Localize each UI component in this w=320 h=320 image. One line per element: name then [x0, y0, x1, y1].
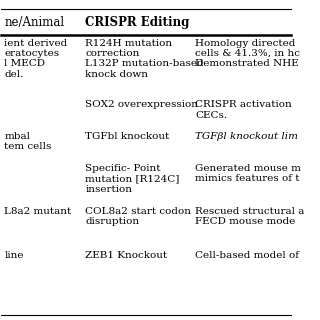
- Text: R124H mutation
correction
L132P mutation-based
knock down: R124H mutation correction L132P mutation…: [85, 38, 204, 79]
- Text: Homology directed
cells & 41.3%, in hc
Demonstrated NHE: Homology directed cells & 41.3%, in hc D…: [196, 38, 300, 68]
- Text: TGFbl knockout: TGFbl knockout: [85, 132, 170, 141]
- Text: TGFβl knockout lim: TGFβl knockout lim: [196, 132, 299, 141]
- Text: SOX2 overexpression: SOX2 overexpression: [85, 100, 198, 109]
- Text: Specific- Point
mutation [R124C]
insertion: Specific- Point mutation [R124C] inserti…: [85, 164, 180, 194]
- Text: mbal
tem cells: mbal tem cells: [4, 132, 52, 151]
- Text: COL8a2 start codon
disruption: COL8a2 start codon disruption: [85, 207, 191, 226]
- Text: line: line: [4, 251, 24, 260]
- Text: CRISPR activation
CECs.: CRISPR activation CECs.: [196, 100, 292, 120]
- Text: ne/Animal: ne/Animal: [4, 16, 64, 29]
- Text: ient derived
eratocytes
l MECD
del.: ient derived eratocytes l MECD del.: [4, 38, 68, 79]
- Text: Rescued structural a
FECD mouse mode: Rescued structural a FECD mouse mode: [196, 207, 305, 226]
- Text: Cell-based model of: Cell-based model of: [196, 251, 300, 260]
- Text: CRISPR Editing: CRISPR Editing: [85, 16, 190, 29]
- Text: Generated mouse m
mimics features of t: Generated mouse m mimics features of t: [196, 164, 301, 183]
- Text: L8a2 mutant: L8a2 mutant: [4, 207, 72, 216]
- Text: ZEB1 Knockout: ZEB1 Knockout: [85, 251, 168, 260]
